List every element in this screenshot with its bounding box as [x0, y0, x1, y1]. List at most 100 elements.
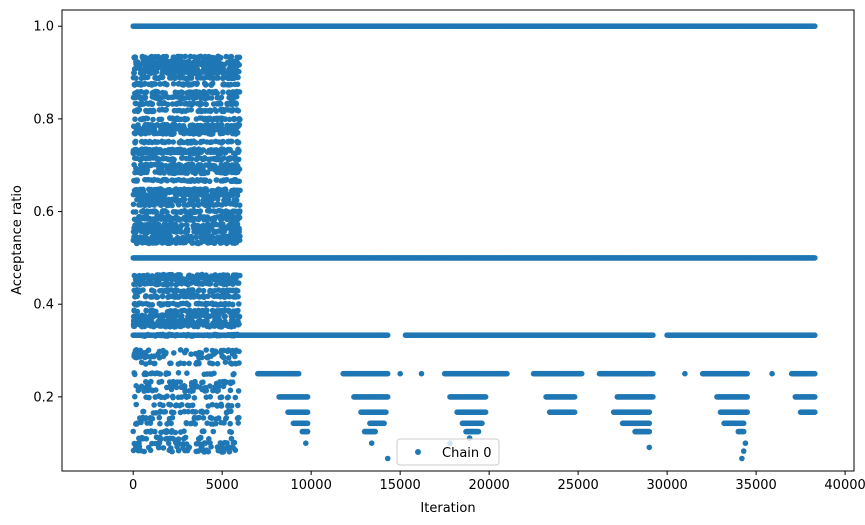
- data-point: [578, 370, 585, 377]
- data-point: [150, 191, 156, 197]
- data-point: [189, 208, 195, 215]
- data-point: [221, 177, 227, 183]
- data-point: [744, 370, 750, 377]
- data-point: [208, 95, 215, 101]
- data-point: [170, 209, 177, 215]
- data-point: [188, 81, 195, 88]
- data-point: [225, 75, 232, 82]
- data-point: [184, 139, 190, 146]
- data-point: [232, 178, 239, 184]
- data-point: [235, 116, 242, 122]
- data-point: [151, 176, 158, 183]
- data-point: [181, 202, 187, 208]
- data-point: [482, 409, 489, 416]
- data-point: [197, 99, 204, 106]
- data-point: [159, 201, 166, 207]
- data-point: [219, 156, 225, 163]
- data-point: [149, 94, 156, 100]
- data-point: [383, 409, 389, 416]
- data-point: [152, 169, 158, 175]
- data-point: [304, 428, 311, 435]
- data-point: [175, 202, 182, 208]
- data-point: [148, 69, 155, 75]
- data-point: [154, 75, 160, 82]
- data-point: [133, 209, 139, 215]
- data-point: [211, 70, 218, 76]
- data-point: [188, 107, 194, 113]
- data-point: [220, 89, 226, 95]
- data-point: [133, 75, 139, 81]
- data-point: [193, 228, 199, 234]
- data-point: [138, 228, 144, 234]
- data-point: [160, 155, 166, 162]
- data-point: [145, 100, 152, 107]
- data-point: [184, 191, 190, 198]
- data-point: [148, 208, 154, 215]
- data-point: [181, 116, 188, 123]
- data-point: [571, 409, 578, 416]
- data-point: [295, 370, 302, 377]
- data-point: [208, 74, 215, 81]
- data-point: [205, 108, 211, 114]
- data-point: [161, 208, 168, 214]
- data-point: [164, 149, 171, 156]
- data-points: [130, 23, 818, 462]
- data-point: [141, 69, 148, 75]
- data-point: [158, 100, 165, 107]
- data-point: [198, 138, 204, 145]
- data-point: [744, 409, 750, 416]
- data-point: [226, 94, 232, 101]
- data-point: [193, 169, 200, 175]
- data-point: [152, 139, 159, 145]
- data-point: [198, 74, 205, 81]
- data-point: [227, 200, 233, 207]
- data-point: [161, 139, 168, 146]
- data-point: [146, 138, 153, 145]
- data-point: [132, 100, 139, 107]
- data-point: [170, 81, 177, 87]
- data-point: [171, 228, 177, 235]
- data-point: [131, 216, 138, 223]
- data-point: [174, 169, 180, 176]
- data-point: [147, 155, 153, 161]
- data-point: [571, 394, 578, 400]
- data-point: [221, 169, 227, 176]
- data-point: [199, 115, 206, 122]
- data-point: [233, 74, 240, 80]
- data-point: [207, 207, 213, 214]
- data-point: [151, 196, 157, 202]
- data-point: [215, 101, 222, 107]
- data-point: [197, 177, 204, 183]
- data-point: [650, 394, 656, 400]
- data-point: [210, 202, 216, 208]
- data-point: [181, 95, 187, 101]
- data-point: [204, 169, 211, 176]
- data-point: [150, 116, 156, 123]
- data-point: [179, 155, 185, 161]
- data-point: [186, 155, 193, 162]
- data-point: [202, 155, 208, 162]
- data-point: [172, 74, 179, 81]
- data-point: [179, 169, 185, 176]
- data-point: [185, 149, 191, 155]
- data-point: [234, 139, 241, 146]
- data-point: [812, 409, 818, 416]
- data-point: [178, 209, 184, 216]
- data-point: [384, 370, 391, 377]
- data-point: [201, 80, 208, 87]
- data-point: [144, 129, 151, 136]
- data-point: [384, 394, 391, 400]
- data-point: [151, 130, 157, 137]
- data-point: [173, 149, 179, 155]
- data-point: [221, 81, 228, 88]
- data-point: [138, 149, 145, 156]
- data-point: [214, 94, 221, 101]
- data-point: [812, 23, 818, 30]
- data-point: [158, 216, 165, 222]
- data-point: [139, 201, 146, 208]
- data-point: [179, 150, 186, 156]
- data-point: [229, 129, 236, 136]
- data-point: [218, 191, 225, 198]
- data-point: [381, 420, 387, 427]
- data-point: [504, 370, 510, 377]
